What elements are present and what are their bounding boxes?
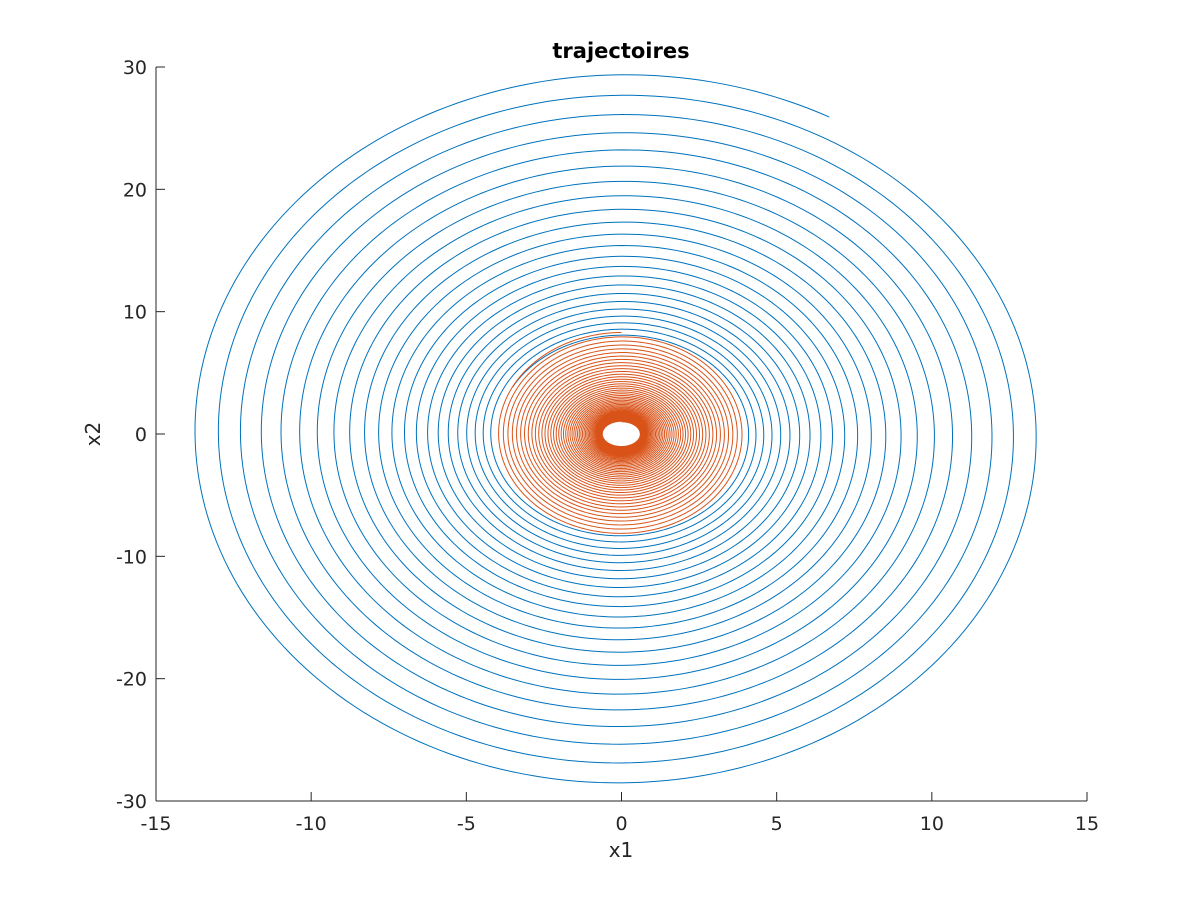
chart-title: trajectoires [552,39,689,63]
y-tick-label: -10 [116,546,147,568]
axes [155,67,1087,802]
x-tick-label: 15 [1075,813,1099,835]
trajectory-series-orange [498,331,743,534]
x-tick-label: 5 [771,813,783,835]
plot-area [194,74,1037,784]
x-axis-label: x1 [609,838,634,862]
trajectory-series-blue [194,74,1037,784]
y-tick-label: 20 [123,179,147,201]
y-tick-label: 10 [123,302,147,324]
x-tick-label: -5 [457,813,476,835]
y-ticks: -30 -20 -10 0 10 20 30 [116,57,165,813]
x-tick-label: 0 [615,813,627,835]
x-tick-label: -10 [296,813,327,835]
y-tick-label: 30 [123,57,147,79]
x-tick-label: 10 [920,813,944,835]
x-tick-label: -15 [140,813,171,835]
y-tick-label: -20 [116,669,147,691]
y-tick-label: 0 [135,424,147,446]
y-tick-label: -30 [116,791,147,813]
x-ticks: -15 -10 -5 0 5 10 15 [140,792,1099,835]
y-axis-label: x2 [81,422,105,447]
